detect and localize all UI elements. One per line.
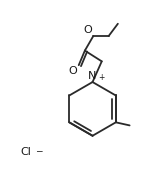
Text: −: − [35,146,42,155]
Text: N: N [88,71,97,81]
Text: O: O [84,25,93,35]
Text: Cl: Cl [20,147,31,157]
Text: +: + [98,73,104,82]
Text: O: O [68,66,77,76]
